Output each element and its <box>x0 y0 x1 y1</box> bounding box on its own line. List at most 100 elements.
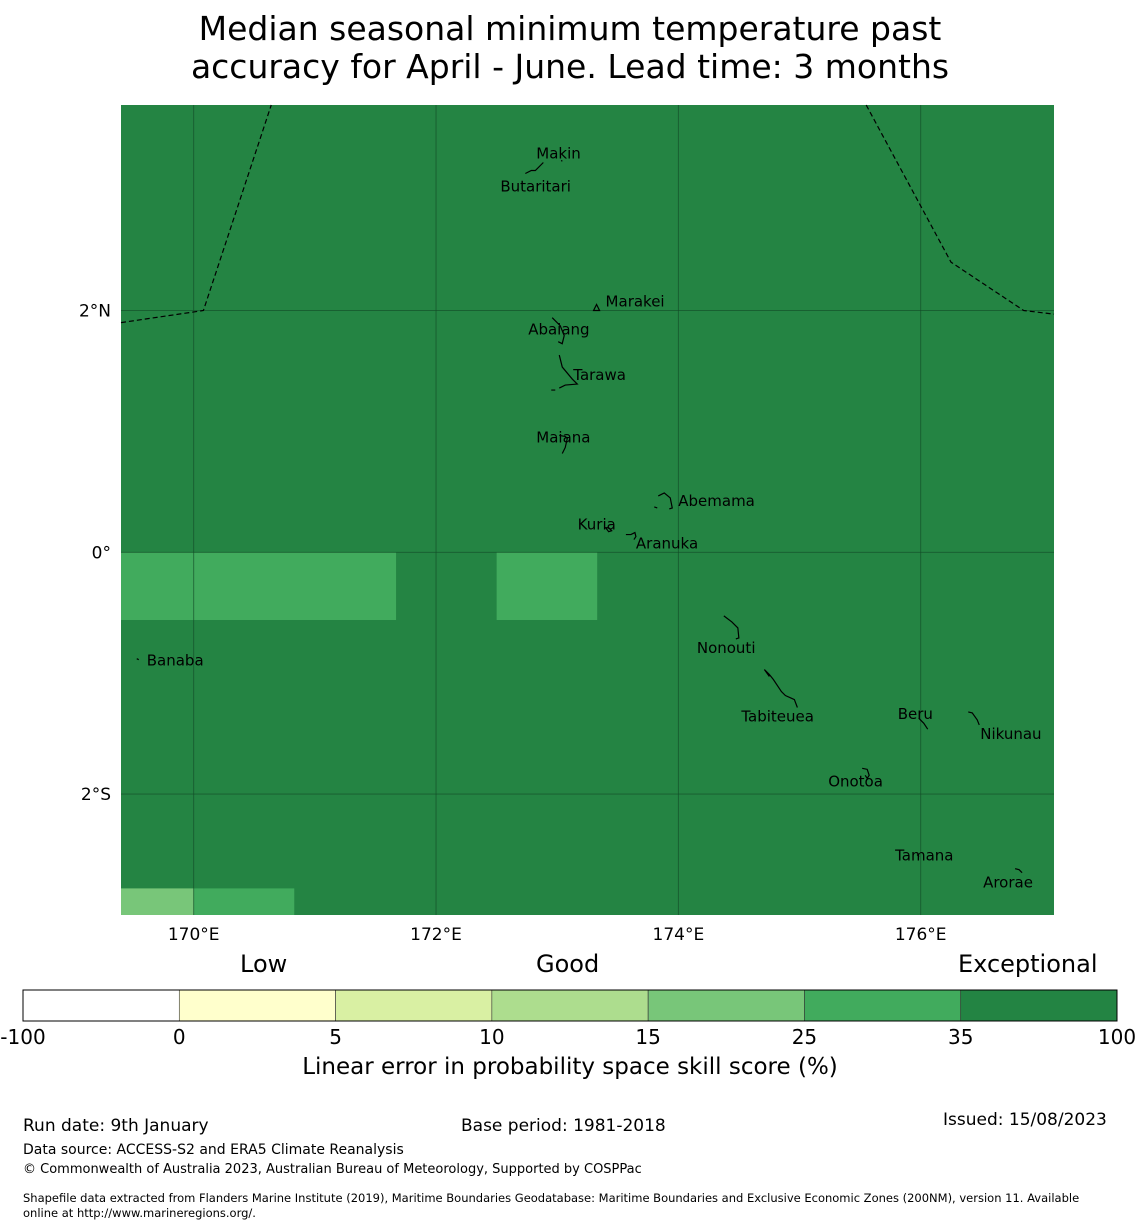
island-label: Arorae <box>983 874 1033 892</box>
island-tamana: Tamana <box>894 847 953 865</box>
title-line-2: accuracy for April - June. Lead time: 3 … <box>190 47 950 86</box>
island-label: Abaiang <box>528 321 589 339</box>
eez-boundary-1 <box>865 104 1055 315</box>
lon-tick-label: 176°E <box>895 925 947 945</box>
island-label: Banaba <box>147 652 204 670</box>
island-tabiteuea: Tabiteuea <box>740 669 814 726</box>
island-label: Kuria <box>578 516 616 534</box>
island-beru: Beru <box>898 705 933 730</box>
colorbar <box>22 989 1118 1022</box>
colorbar-segment <box>491 989 649 1022</box>
island-outline <box>559 434 568 454</box>
chart-title: Median seasonal minimum temperature past… <box>0 10 1140 86</box>
island-label: Tabiteuea <box>740 708 814 726</box>
island-label: Nikunau <box>980 725 1041 743</box>
lat-tick-label: 0° <box>92 543 111 563</box>
map-background <box>121 105 1054 915</box>
island-outline <box>592 303 601 312</box>
colorbar-tick-label: 0 <box>172 1025 186 1049</box>
skill-cell-1 <box>496 552 598 621</box>
colorbar-tick-label: 35 <box>947 1025 974 1049</box>
island-outline <box>918 717 929 730</box>
island-label: Nonouti <box>697 639 756 657</box>
colorbar-segment <box>178 989 336 1022</box>
island-outline <box>763 669 798 708</box>
island-tarawa: Tarawa <box>551 354 626 391</box>
skill-cell-0 <box>121 552 397 621</box>
colorbar-segment <box>335 989 493 1022</box>
island-outline <box>862 767 870 780</box>
colorbar-tick-label: -100 <box>0 1025 46 1049</box>
eez-boundary-0 <box>120 104 272 324</box>
island-maiana: Maiana <box>536 428 590 454</box>
island-aranuka: Aranuka <box>625 531 698 553</box>
island-marakei: Marakei <box>592 293 665 312</box>
colorbar-tick-label: 5 <box>329 1025 342 1049</box>
lat-tick-label: 2°N <box>79 302 111 322</box>
island-banaba: Banaba <box>136 652 204 670</box>
island-outline <box>968 711 980 726</box>
skill-cell-2 <box>121 888 194 915</box>
lat-tick-label: 2°S <box>81 785 111 805</box>
island-label: Onotoa <box>828 772 883 790</box>
colorbar-segment <box>22 989 180 1022</box>
island-onotoa: Onotoa <box>828 767 883 790</box>
skill-cell-3 <box>193 888 295 915</box>
data-source: Data source: ACCESS-S2 and ERA5 Climate … <box>23 1142 404 1158</box>
title-line-1: Median seasonal minimum temperature past <box>198 9 942 48</box>
graticule <box>121 105 1054 915</box>
colorbar-segment <box>647 989 805 1022</box>
island-label: Maiana <box>536 428 590 446</box>
island-outline <box>560 159 563 162</box>
island-outline <box>551 317 565 345</box>
island-outline <box>654 492 673 510</box>
island-arorae: Arorae <box>983 868 1033 892</box>
colorbar-frame <box>22 989 1118 1022</box>
island-butaritari: Butaritari <box>500 162 571 195</box>
island-outline <box>625 531 637 540</box>
maritime-boundaries <box>120 104 1055 324</box>
island-outline <box>604 527 613 533</box>
island-label: Tamana <box>894 847 953 865</box>
island-label: Beru <box>898 705 933 723</box>
island-outline <box>723 615 740 640</box>
island-nonouti: Nonouti <box>697 615 756 657</box>
run-date: Run date: 9th January <box>23 1116 209 1136</box>
island-outline <box>525 162 544 175</box>
island-label: Aranuka <box>636 535 698 553</box>
colorbar-category-low: Low <box>240 950 288 978</box>
island-outline <box>1014 868 1023 874</box>
island-outline <box>551 354 579 391</box>
colorbar-segment <box>960 989 1118 1022</box>
shapefile-credit-line-2: online at http://www.marineregions.org/. <box>23 1206 256 1220</box>
colorbar-tick-label: 15 <box>635 1025 661 1049</box>
lon-tick-label: 170°E <box>168 925 220 945</box>
island-outline <box>136 658 140 661</box>
island-label: Butaritari <box>500 177 571 195</box>
island-label: Marakei <box>606 293 665 311</box>
island-label: Abemama <box>678 492 755 510</box>
islands: Makin Butaritari Marakei Abaiang Tarawa Maian… <box>136 144 1042 892</box>
colorbar-tick-label: 10 <box>479 1025 505 1049</box>
skill-cells <box>121 552 598 915</box>
island-abaiang: Abaiang <box>528 317 590 345</box>
lon-tick-label: 174°E <box>653 925 705 945</box>
island-makin: Makin <box>536 144 581 162</box>
colorbar-label: Linear error in probability space skill … <box>302 1054 838 1080</box>
colorbar-tick-label: 25 <box>791 1025 818 1049</box>
lon-tick-label: 172°E <box>410 925 462 945</box>
issued-date: Issued: 15/08/2023 <box>943 1110 1107 1130</box>
colorbar-segment <box>804 989 962 1022</box>
island-nikunau: Nikunau <box>968 711 1042 743</box>
copyright: © Commonwealth of Australia 2023, Austra… <box>23 1162 642 1177</box>
island-abemama: Abemama <box>654 492 755 510</box>
island-label: Makin <box>536 144 581 162</box>
island-kuria: Kuria <box>578 516 616 534</box>
colorbar-tick-label: 100 <box>1097 1025 1137 1049</box>
shapefile-credit-line-1: Shapefile data extracted from Flanders M… <box>23 1191 1080 1205</box>
base-period: Base period: 1981-2018 <box>461 1116 666 1136</box>
island-label: Tarawa <box>572 366 626 384</box>
colorbar-category-exceptional: Exceptional <box>958 950 1098 978</box>
island-outline <box>916 854 920 857</box>
